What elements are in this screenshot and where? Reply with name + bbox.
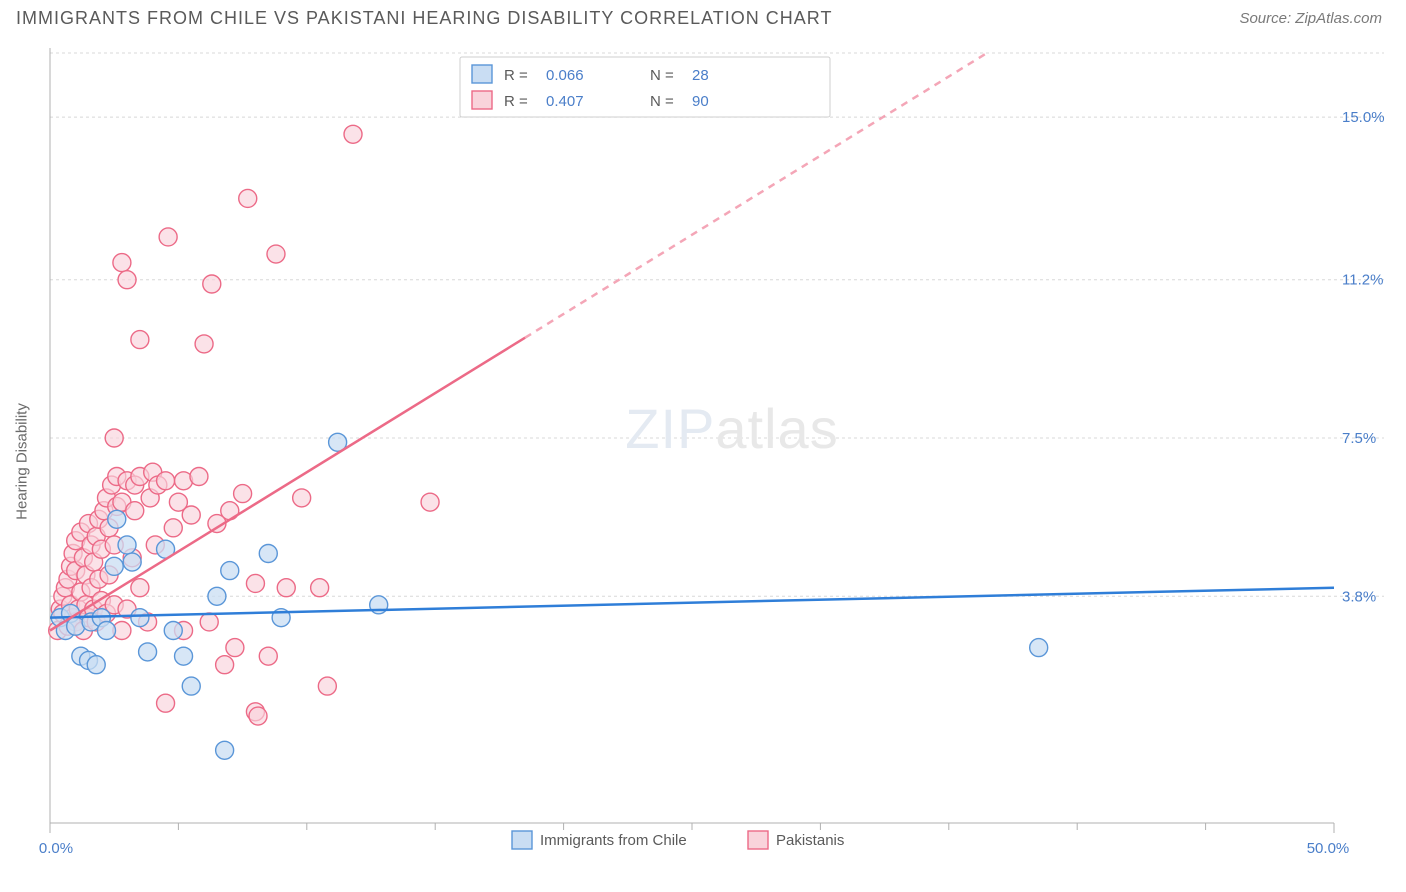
data-point	[118, 271, 136, 289]
legend-r-label: R =	[504, 67, 528, 84]
data-point	[139, 643, 157, 661]
data-point	[190, 468, 208, 486]
data-point	[249, 707, 267, 725]
data-point	[221, 562, 239, 580]
legend-n-label: N =	[650, 93, 674, 110]
data-point	[226, 639, 244, 657]
data-point	[208, 587, 226, 605]
data-point	[131, 579, 149, 597]
data-point	[157, 472, 175, 490]
data-point	[105, 557, 123, 575]
x-tick-label: 50.0%	[1307, 840, 1350, 857]
data-point	[126, 502, 144, 520]
data-point	[182, 506, 200, 524]
watermark: ZIPatlas	[625, 397, 838, 460]
data-point	[421, 493, 439, 511]
legend-n-value: 28	[692, 67, 709, 84]
data-point	[182, 677, 200, 695]
data-point	[293, 489, 311, 507]
data-point	[318, 677, 336, 695]
title-bar: IMMIGRANTS FROM CHILE VS PAKISTANI HEARI…	[0, 0, 1406, 33]
data-point	[113, 254, 131, 272]
data-point	[267, 245, 285, 263]
scatter-chart: 3.8% 7.5% 11.2% 15.0% ZIPatlas 0.0% 50.0% R = 0.…	[0, 33, 1406, 873]
data-point	[175, 647, 193, 665]
legend-r-value: 0.066	[546, 67, 584, 84]
data-point	[157, 694, 175, 712]
data-point	[105, 429, 123, 447]
legend-n-value: 90	[692, 93, 709, 110]
legend-series-label: Pakistanis	[776, 832, 844, 849]
legend-swatch	[472, 91, 492, 109]
data-point	[159, 228, 177, 246]
data-point	[216, 656, 234, 674]
legend-swatch	[512, 831, 532, 849]
chart-container: Hearing Disability 3.8% 7.5% 11.2% 15.0% ZIP…	[0, 33, 1406, 873]
y-tick-label: 7.5%	[1342, 430, 1376, 447]
data-point	[216, 741, 234, 759]
data-point	[87, 656, 105, 674]
data-point	[123, 553, 141, 571]
data-point	[277, 579, 295, 597]
data-point	[131, 609, 149, 627]
y-tick-label: 3.8%	[1342, 588, 1376, 605]
data-point	[259, 647, 277, 665]
source-attribution: Source: ZipAtlas.com	[1239, 10, 1382, 27]
data-point	[195, 335, 213, 353]
data-point	[1030, 639, 1048, 657]
data-point	[239, 189, 257, 207]
data-point	[259, 545, 277, 563]
chart-title: IMMIGRANTS FROM CHILE VS PAKISTANI HEARI…	[16, 8, 832, 29]
legend-n-label: N =	[650, 67, 674, 84]
data-point	[311, 579, 329, 597]
legend-r-label: R =	[504, 93, 528, 110]
y-tick-label: 11.2%	[1342, 272, 1383, 289]
data-point	[164, 622, 182, 640]
data-point	[344, 125, 362, 143]
data-point	[97, 622, 115, 640]
legend-r-value: 0.407	[546, 93, 584, 110]
data-point	[234, 485, 252, 503]
legend-swatch	[748, 831, 768, 849]
x-tick-label: 0.0%	[39, 840, 73, 857]
data-point	[164, 519, 182, 537]
legend-series-label: Immigrants from Chile	[540, 832, 687, 849]
y-axis-label: Hearing Disability	[14, 403, 31, 520]
trend-line	[50, 588, 1334, 618]
data-point	[118, 536, 136, 554]
legend-swatch	[472, 65, 492, 83]
data-point	[108, 510, 126, 528]
y-tick-label: 15.0%	[1342, 109, 1385, 126]
data-point	[131, 331, 149, 349]
data-point	[200, 613, 218, 631]
data-point	[246, 574, 264, 592]
data-point	[203, 275, 221, 293]
